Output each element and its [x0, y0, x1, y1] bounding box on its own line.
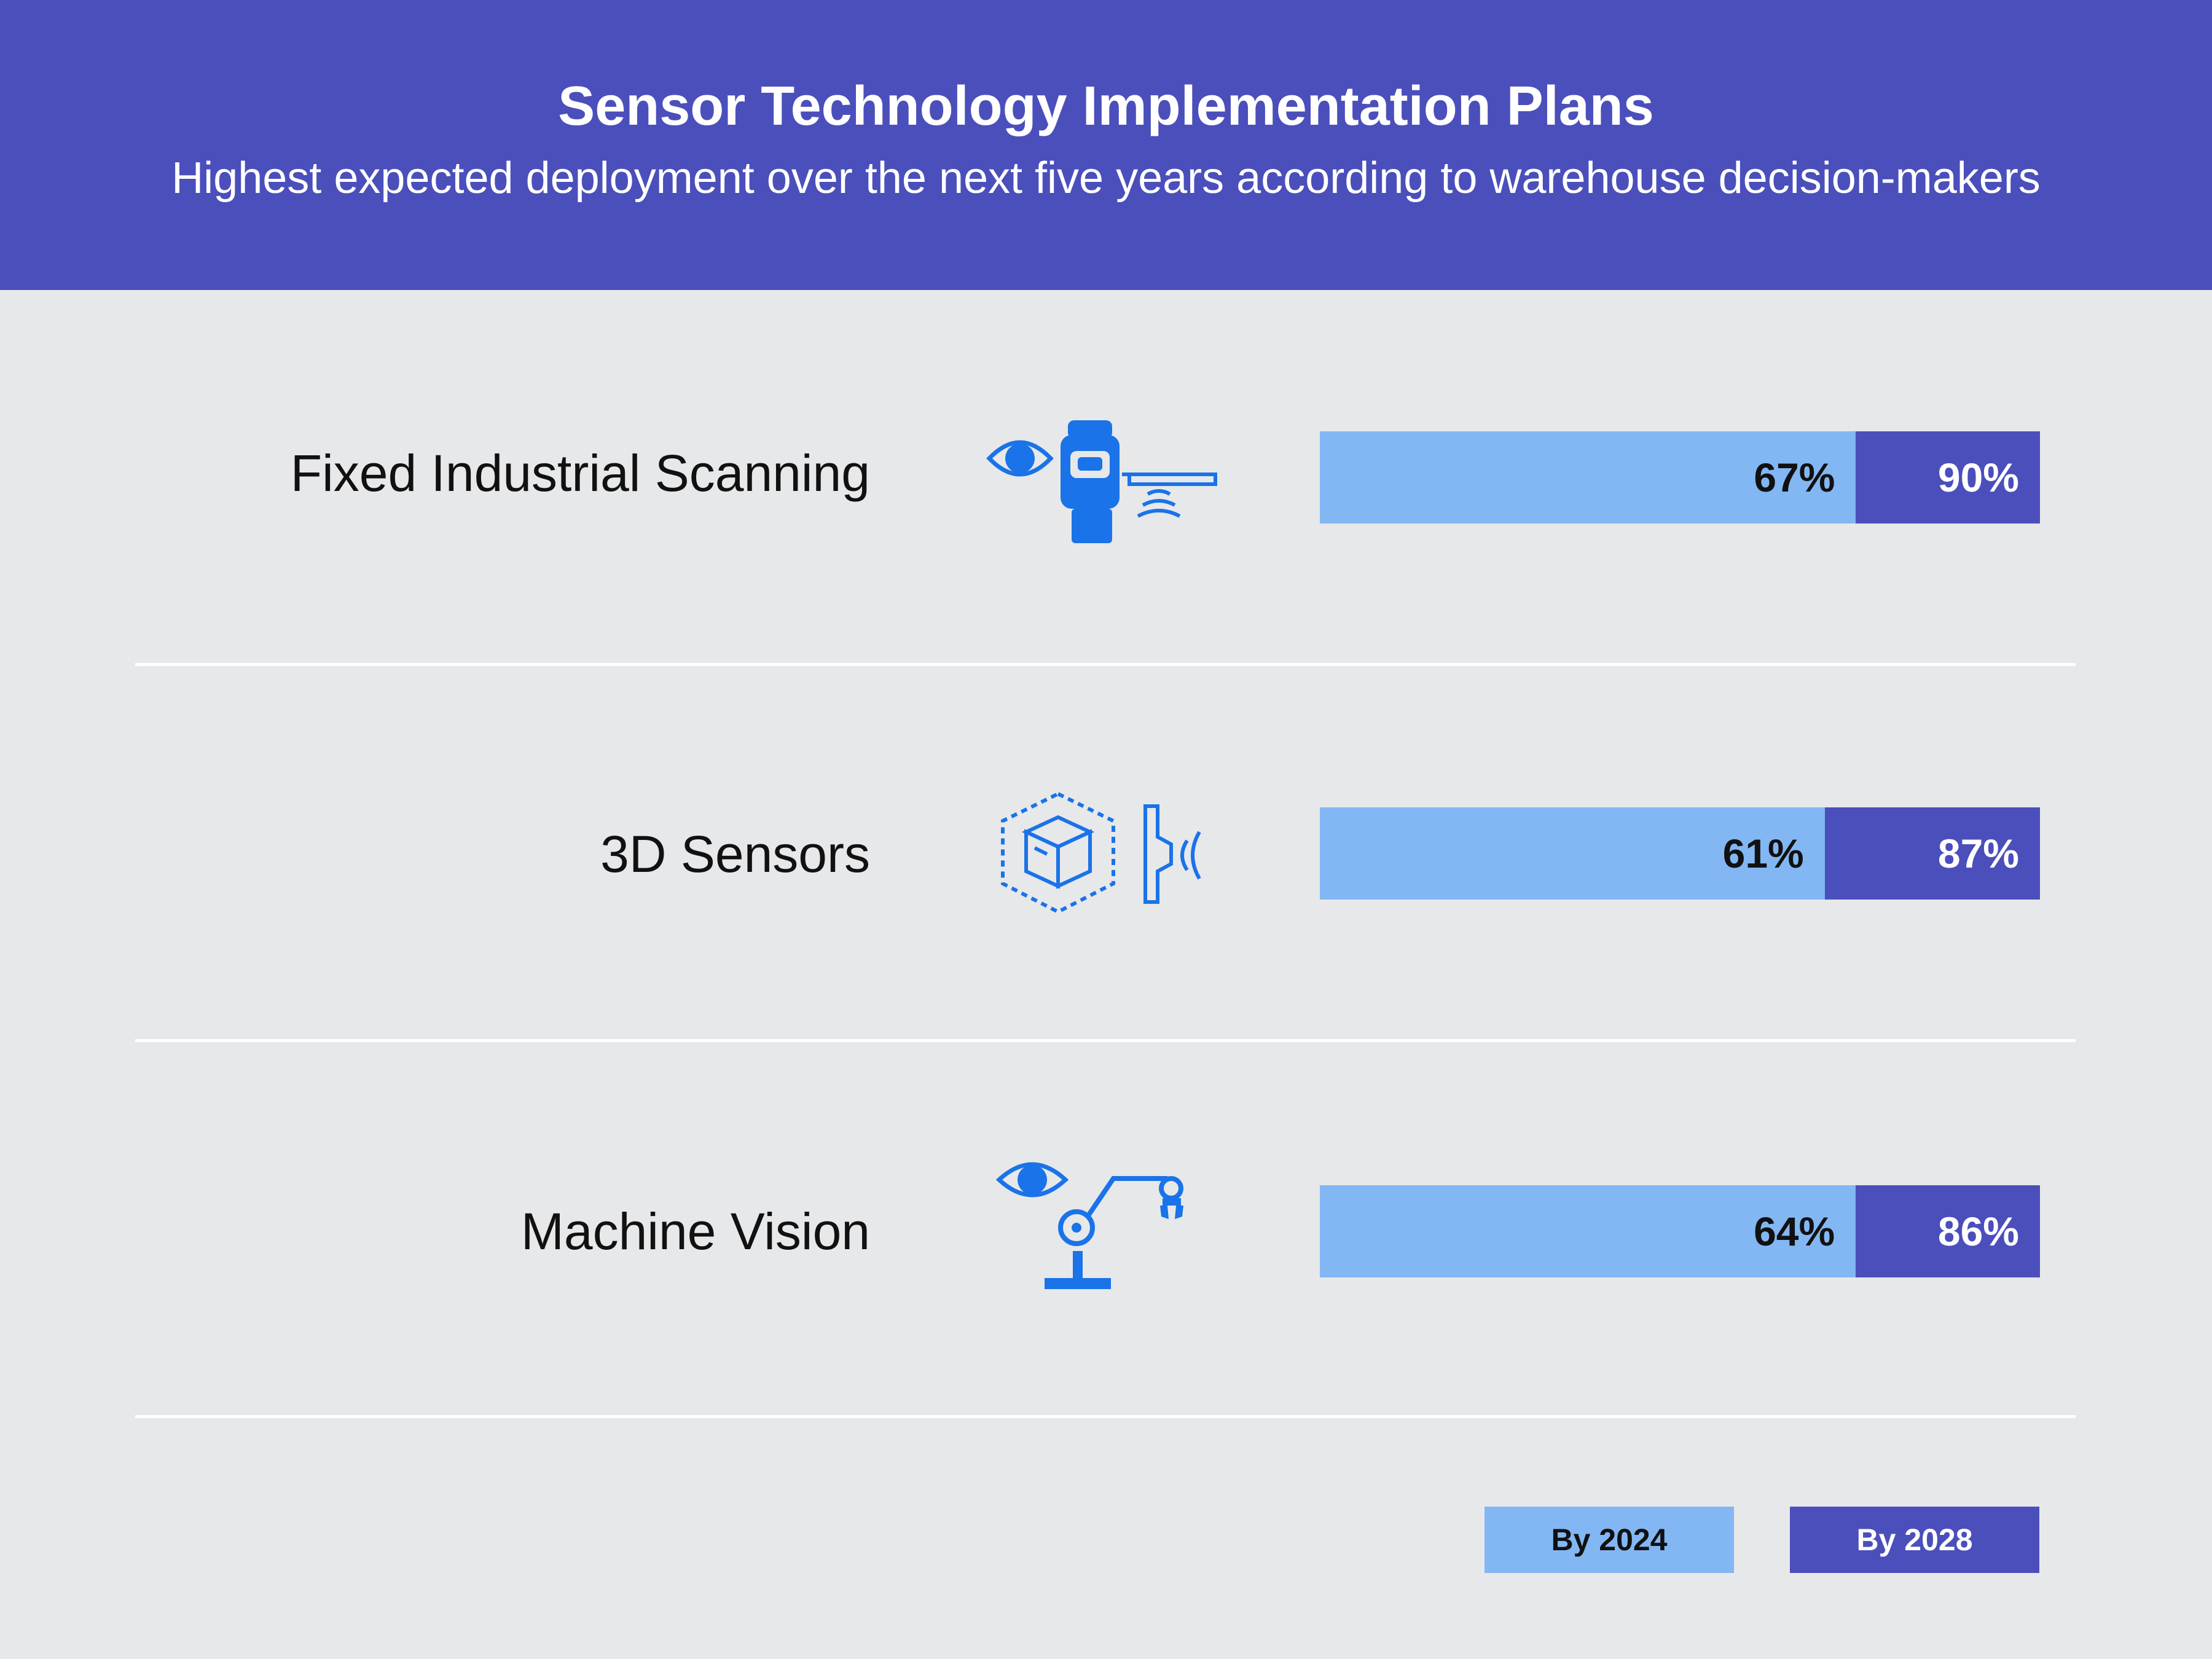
value-label-2028: 90% [1937, 455, 2019, 500]
bar-row-fixed-industrial-scanning: 67% 90% [1320, 431, 2040, 524]
chart-title: Sensor Technology Implementation Plans [558, 76, 1654, 137]
bar-2024 [1320, 431, 1856, 524]
bar-2028 [1856, 431, 2040, 524]
row-label-fixed-industrial-scanning: Fixed Industrial Scanning [290, 444, 870, 502]
bar-row-machine-vision: 64% 86% [1320, 1185, 2040, 1277]
row-divider [135, 1415, 2076, 1418]
scanner-icon [986, 420, 1217, 543]
legend-by-2028: By 2028 [1790, 1507, 2039, 1573]
header-banner: Sensor Technology Implementation Plans H… [0, 0, 2212, 290]
bar-2028 [1856, 1185, 2040, 1277]
robot-arm-vision-icon [995, 1162, 1183, 1289]
value-label-2024: 61% [1722, 831, 1804, 876]
bar-row-3d-sensors: 61% 87% [1320, 807, 2040, 900]
value-label-2024: 67% [1754, 455, 1835, 500]
bar-2024 [1320, 807, 1825, 900]
row-divider [135, 1039, 2076, 1042]
bar-2024 [1320, 1185, 1856, 1277]
value-label-2024: 64% [1754, 1209, 1835, 1254]
chart-subtitle: Highest expected deployment over the nex… [171, 154, 2041, 203]
row-label-3d-sensors: 3D Sensors [600, 825, 870, 883]
row-divider [135, 663, 2076, 666]
row-label-machine-vision: Machine Vision [520, 1202, 870, 1260]
value-label-2028: 86% [1937, 1209, 2019, 1254]
3d-sensor-icon [1001, 791, 1201, 914]
legend-by-2024: By 2024 [1484, 1507, 1734, 1573]
bar-2028 [1824, 807, 2040, 900]
value-label-2028: 87% [1937, 831, 2019, 876]
